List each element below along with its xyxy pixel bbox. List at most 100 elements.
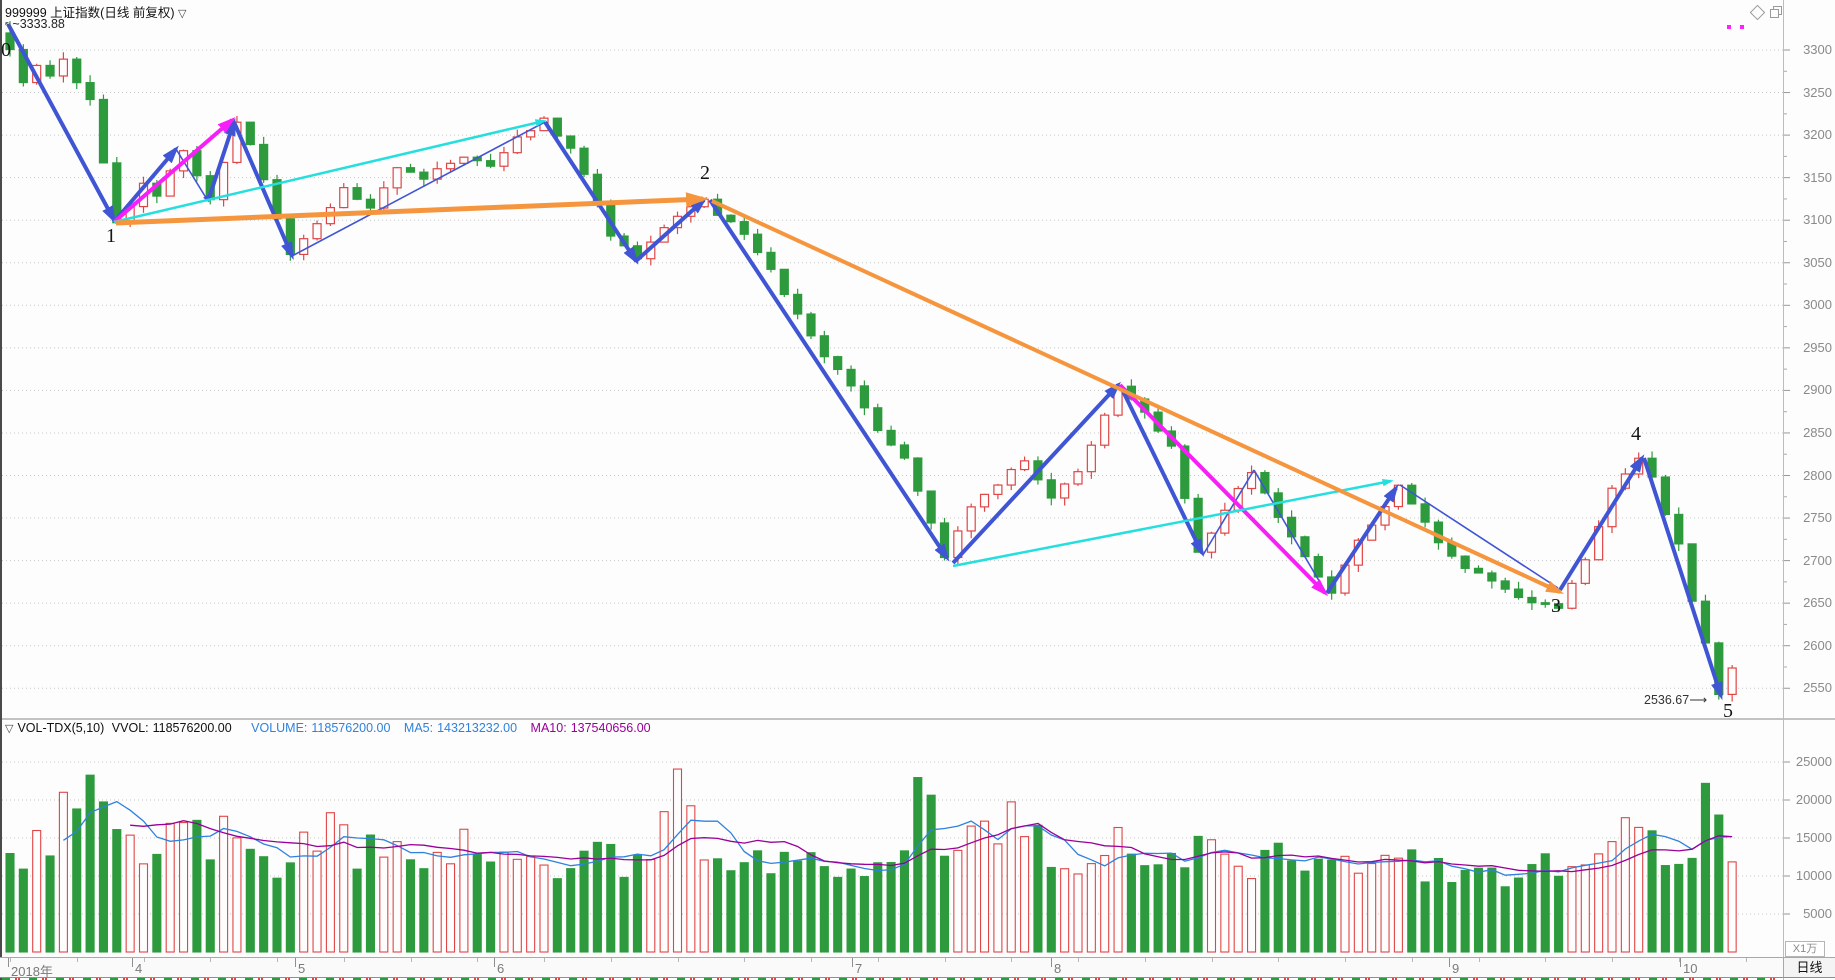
low-arrow-icon: ⟶ <box>1689 693 1708 707</box>
time-axis-month-tick <box>132 958 133 967</box>
volume-indicator-header: ▽ VOL-TDX(5,10) VVOL: 118576200.00 VOLUME:… <box>5 721 655 735</box>
time-axis-minor-tick <box>1345 958 1346 962</box>
time-axis-month-tick <box>1680 958 1681 967</box>
volume-unit-label: X1万 <box>1785 941 1825 957</box>
price-axis-label: 3300 <box>1803 42 1832 57</box>
time-axis-minor-tick <box>1612 958 1613 962</box>
price-axis-label: 3100 <box>1803 212 1832 228</box>
wave-point-label: 4 <box>1631 423 1641 445</box>
price-axis-label: 3200 <box>1803 127 1832 143</box>
volume-value: 118576200.00 <box>311 721 391 735</box>
volume-axis-label: 25000 <box>1795 754 1832 769</box>
wave-point-label: 3 <box>1551 595 1561 617</box>
volume-axis-label: 5000 <box>1803 906 1832 921</box>
time-axis-minor-tick <box>477 958 478 962</box>
price-axis-label: 2700 <box>1803 552 1832 568</box>
time-axis-month-tick <box>8 958 9 967</box>
time-axis-minor-tick <box>544 958 545 962</box>
time-axis-minor-tick <box>210 958 211 962</box>
time-axis-minor-tick <box>1145 958 1146 962</box>
time-axis-month-label: 5 <box>298 961 306 976</box>
wave-point-label: 2 <box>700 162 710 184</box>
price-axis-label: 2650 <box>1803 595 1832 611</box>
time-axis-month-label: 6 <box>497 961 505 976</box>
price-axis-label: 2550 <box>1803 680 1832 696</box>
symbol-title-text: 999999 上证指数(日线 前复权) <box>5 6 175 20</box>
time-axis-month-label: 10 <box>1683 961 1698 976</box>
price-axis-label: 2750 <box>1803 510 1832 526</box>
time-axis-month-tick <box>1449 958 1450 967</box>
time-axis-minor-tick <box>10 958 11 962</box>
time-axis-minor-tick <box>945 958 946 962</box>
time-axis-month-label: 2018年 <box>11 964 53 979</box>
time-axis-minor-tick <box>1479 958 1480 962</box>
vvol-value: 118576200.00 <box>152 721 232 735</box>
wave-point-label: 5 <box>1723 700 1733 722</box>
time-axis-minor-tick <box>144 958 145 962</box>
time-axis-month-tick <box>295 958 296 967</box>
time-axis-month-tick <box>1051 958 1052 967</box>
time-axis-minor-tick <box>1212 958 1213 962</box>
time-axis-month-tick <box>852 958 853 967</box>
price-axis-label: 2950 <box>1803 339 1832 355</box>
time-axis-minor-tick <box>678 958 679 962</box>
high-arrow-icon: ↖ <box>4 20 13 31</box>
wave-point-label: 0 <box>1 39 11 61</box>
volume-axis-label: 15000 <box>1795 830 1832 845</box>
axis-border <box>1783 0 1784 980</box>
time-axis-minor-tick <box>344 958 345 962</box>
volume-axis-label: 10000 <box>1795 868 1832 883</box>
volume-label: VOLUME: <box>251 721 308 735</box>
lowest-price-marker: 2536.67⟶ <box>1644 693 1708 707</box>
time-axis-minor-tick <box>878 958 879 962</box>
time-axis-minor-tick <box>1078 958 1079 962</box>
time-axis-minor-tick <box>411 958 412 962</box>
time-axis-minor-tick <box>611 958 612 962</box>
period-selector[interactable]: 日线 <box>1783 957 1835 978</box>
price-axis-label: 2600 <box>1803 637 1832 653</box>
ma10-label: MA10: <box>530 721 567 735</box>
title-dropdown-icon[interactable]: ▽ <box>177 8 187 20</box>
price-axis-label: 3000 <box>1803 297 1832 313</box>
time-axis-minor-tick <box>77 958 78 962</box>
time-axis-month-label: 9 <box>1452 961 1460 976</box>
time-axis-month-tick <box>494 958 495 967</box>
pane-divider[interactable] <box>0 718 1835 720</box>
time-axis-minor-tick <box>1011 958 1012 962</box>
vol-collapse-icon[interactable]: ▽ <box>5 723 14 735</box>
wave-point-label: 1 <box>106 225 116 247</box>
highest-price-marker: ↖~3333.88 <box>4 17 65 31</box>
ma5-value: 143213232.00 <box>437 721 518 735</box>
time-axis-minor-tick <box>1278 958 1279 962</box>
restore-window-icon[interactable] <box>1770 6 1783 19</box>
volume-axis-label: 20000 <box>1795 792 1832 807</box>
symbol-title: 999999 上证指数(日线 前复权) ▽ <box>5 2 186 21</box>
magenta-dot-marker <box>1727 25 1731 29</box>
vvol-label: VVOL: <box>111 721 149 735</box>
time-axis-minor-tick <box>744 958 745 962</box>
time-axis-minor-tick <box>1545 958 1546 962</box>
magenta-dot-marker <box>1740 25 1744 29</box>
price-axis-label: 2900 <box>1803 382 1832 398</box>
time-axis-minor-tick <box>1746 958 1747 962</box>
price-axis-label: 3250 <box>1803 84 1832 100</box>
vol-indicator-name[interactable]: VOL-TDX(5,10) <box>17 721 105 735</box>
time-axis-minor-tick <box>277 958 278 962</box>
price-axis-label: 2800 <box>1803 467 1832 483</box>
time-axis-minor-tick <box>1412 958 1413 962</box>
price-axis-label: 3150 <box>1803 169 1832 185</box>
price-axis-label: 2850 <box>1803 424 1832 440</box>
time-axis-minor-tick <box>811 958 812 962</box>
time-axis-month-label: 8 <box>1054 961 1062 976</box>
ma5-label: MA5: <box>403 721 434 735</box>
next-pane-cutoff <box>2 978 1783 980</box>
window-left-edge <box>0 0 2 980</box>
time-axis[interactable]: 2018年 4 5 6 7 8 9 10 <box>0 957 1783 979</box>
time-axis-month-label: 4 <box>135 961 143 976</box>
time-axis-minor-tick <box>1679 958 1680 962</box>
price-axis-label: 3050 <box>1803 254 1832 270</box>
ma10-value: 137540656.00 <box>570 721 651 735</box>
time-axis-month-label: 7 <box>855 961 863 976</box>
